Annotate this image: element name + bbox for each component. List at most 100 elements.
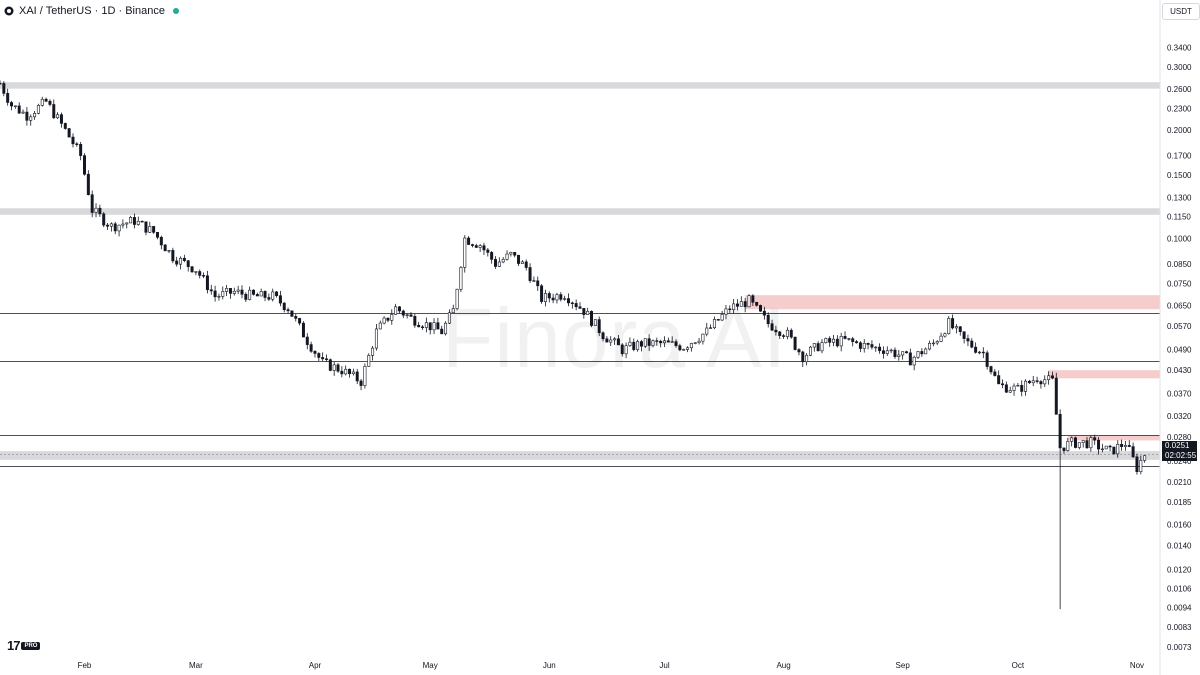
y-tick-label: 0.3400 [1167, 43, 1192, 52]
symbol-text: XAI / TetherUS · 1D · Binance [19, 5, 165, 17]
support-zone-5[interactable] [0, 451, 1160, 460]
candle-down [467, 237, 471, 245]
candles [0, 80, 1147, 610]
x-tick-label: Sep [896, 661, 911, 670]
resistance-zone-3[interactable] [1048, 370, 1160, 379]
candle-up [374, 328, 378, 349]
currency-selector[interactable]: USDT [1162, 3, 1200, 20]
candle-up [543, 293, 547, 302]
candle-down [835, 338, 839, 347]
candle-down [997, 375, 1001, 385]
candle-down [155, 232, 159, 238]
candle-up [378, 322, 382, 330]
candle-down [1058, 414, 1062, 449]
candle-up [1077, 442, 1081, 448]
candle-up [344, 368, 348, 375]
candle-down [282, 302, 286, 311]
y-tick-label: 0.0083 [1167, 623, 1192, 632]
zones [0, 82, 1160, 460]
candle-down [716, 319, 720, 321]
candle-up [1047, 375, 1051, 381]
candle-down [102, 213, 106, 226]
candle-down [182, 257, 186, 261]
candle-down [528, 267, 532, 281]
candle-down [198, 271, 202, 276]
support-zone-0[interactable] [0, 82, 1160, 89]
candle-down [951, 318, 955, 329]
candle-down [86, 173, 90, 196]
candle-down [570, 302, 574, 304]
candle-down [513, 252, 517, 256]
candle-down [601, 332, 605, 340]
y-tick-label: 0.0320 [1167, 412, 1192, 421]
x-tick-label: Aug [776, 661, 790, 670]
candle-down [83, 155, 86, 175]
candle-down [175, 260, 179, 265]
candle-down [359, 380, 363, 386]
x-tick-label: Apr [309, 661, 322, 670]
candle-down [1050, 375, 1054, 379]
candle-down [920, 351, 924, 355]
candle-down [639, 341, 643, 347]
candle-up [447, 312, 451, 324]
candle-up [739, 301, 743, 307]
support-zone-1[interactable] [0, 208, 1160, 215]
candle-down [44, 98, 48, 102]
candle-up [248, 289, 252, 300]
candle-up [555, 294, 559, 301]
candle-up [916, 351, 920, 358]
candle-down [294, 316, 298, 319]
candle-up [225, 288, 229, 292]
candle-down [428, 322, 432, 331]
candle-down [413, 316, 417, 326]
candle-up [371, 347, 375, 356]
candle-down [163, 244, 167, 252]
candle-down [263, 291, 267, 298]
candle-up [832, 338, 836, 343]
candle-down [578, 306, 582, 309]
candle-down [6, 93, 10, 103]
candle-up [125, 222, 129, 225]
tradingview-logo[interactable]: 17 PRO [7, 638, 41, 653]
candle-down [401, 310, 405, 316]
candle-up [1031, 380, 1035, 384]
candle-down [755, 302, 759, 306]
candle-down [52, 104, 56, 119]
candle-up [1104, 445, 1108, 450]
candle-down [2, 83, 6, 94]
candle-down [647, 338, 651, 346]
candle-up [954, 326, 958, 329]
candle-down [728, 308, 732, 310]
candle-down [152, 226, 156, 233]
candle-down [1004, 384, 1008, 393]
x-tick-label: Jun [543, 661, 556, 670]
candle-down [517, 254, 521, 264]
resistance-zone-2[interactable] [745, 295, 1160, 310]
y-tick-label: 0.0280 [1167, 433, 1192, 442]
candle-down [386, 317, 390, 321]
candle-down [171, 250, 175, 262]
candle-up [351, 371, 355, 375]
candle-up [712, 319, 716, 329]
candle-down [286, 309, 290, 312]
symbol-header[interactable]: XAI / TetherUS · 1D · Binance [4, 3, 179, 19]
resistance-zone-4[interactable] [1067, 435, 1160, 441]
candle-up [1116, 444, 1120, 455]
candle-down [90, 194, 94, 213]
candle-down [305, 336, 309, 345]
candle-up [444, 322, 448, 335]
candle-down [743, 301, 747, 308]
candle-down [855, 341, 859, 344]
candle-up [651, 340, 655, 346]
candle-down [1108, 445, 1112, 448]
candle-up [271, 291, 275, 300]
y-tick-label: 0.0106 [1167, 585, 1192, 594]
candle-down [774, 329, 778, 333]
candle-down [309, 344, 313, 352]
candle-up [808, 346, 812, 356]
candle-up [217, 296, 221, 298]
y-tick-label: 0.2600 [1167, 85, 1192, 94]
candle-up [194, 271, 198, 273]
candle-up [232, 290, 236, 294]
